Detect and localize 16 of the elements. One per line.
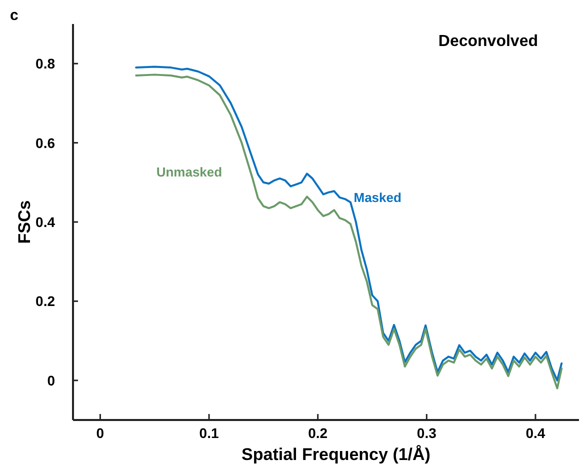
x-tick-label: 0.2	[308, 425, 328, 441]
y-tick-label: 0	[47, 372, 56, 388]
series-label: Unmasked	[156, 164, 222, 180]
x-tick-label: 0.4	[526, 425, 546, 441]
text: c	[10, 7, 18, 24]
series-label: Masked	[354, 190, 402, 206]
y-tick-label: 0.4	[36, 214, 56, 230]
y-axis-title: FSCs	[15, 200, 34, 244]
y-tick-label: 0.2	[36, 293, 56, 310]
text: Deconvolved	[438, 33, 538, 50]
x-axis-title: Spatial Frequency (1/Å)	[242, 445, 430, 464]
x-tick-label: 0.1	[199, 425, 219, 441]
y-tick-label: 0.6	[36, 134, 56, 151]
x-tick-label: 0.3	[416, 425, 437, 441]
y-tick-label: 0.8	[36, 56, 56, 72]
x-tick-label: 0	[96, 425, 104, 441]
